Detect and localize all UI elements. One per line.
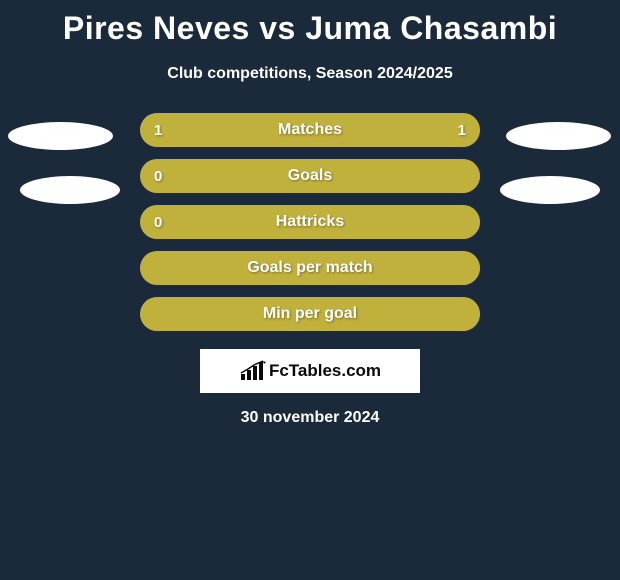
barchart-icon <box>239 360 267 382</box>
stat-row: Hattricks0 <box>140 205 480 239</box>
snapshot-date: 30 november 2024 <box>0 409 620 427</box>
stat-value-left: 0 <box>154 214 162 231</box>
stat-value-right: 1 <box>458 122 466 139</box>
stat-value-left: 0 <box>154 168 162 185</box>
stat-row: Goals0 <box>140 159 480 193</box>
decorative-ellipse <box>8 122 113 150</box>
page-title: Pires Neves vs Juma Chasambi <box>0 0 620 47</box>
stat-row: Goals per match <box>140 251 480 285</box>
stat-label: Min per goal <box>140 305 480 323</box>
decorative-ellipse <box>506 122 611 150</box>
decorative-ellipse <box>500 176 600 204</box>
stat-label: Hattricks <box>140 213 480 231</box>
stat-value-left: 1 <box>154 122 162 139</box>
decorative-ellipse <box>20 176 120 204</box>
stat-label: Matches <box>140 121 480 139</box>
source-badge: FcTables.com <box>200 349 420 393</box>
stat-row: Matches1 1 <box>140 113 480 147</box>
subtitle: Club competitions, Season 2024/2025 <box>0 65 620 83</box>
badge-text: FcTables.com <box>269 361 381 381</box>
stat-label: Goals per match <box>140 259 480 277</box>
stat-row: Min per goal <box>140 297 480 331</box>
stat-label: Goals <box>140 167 480 185</box>
